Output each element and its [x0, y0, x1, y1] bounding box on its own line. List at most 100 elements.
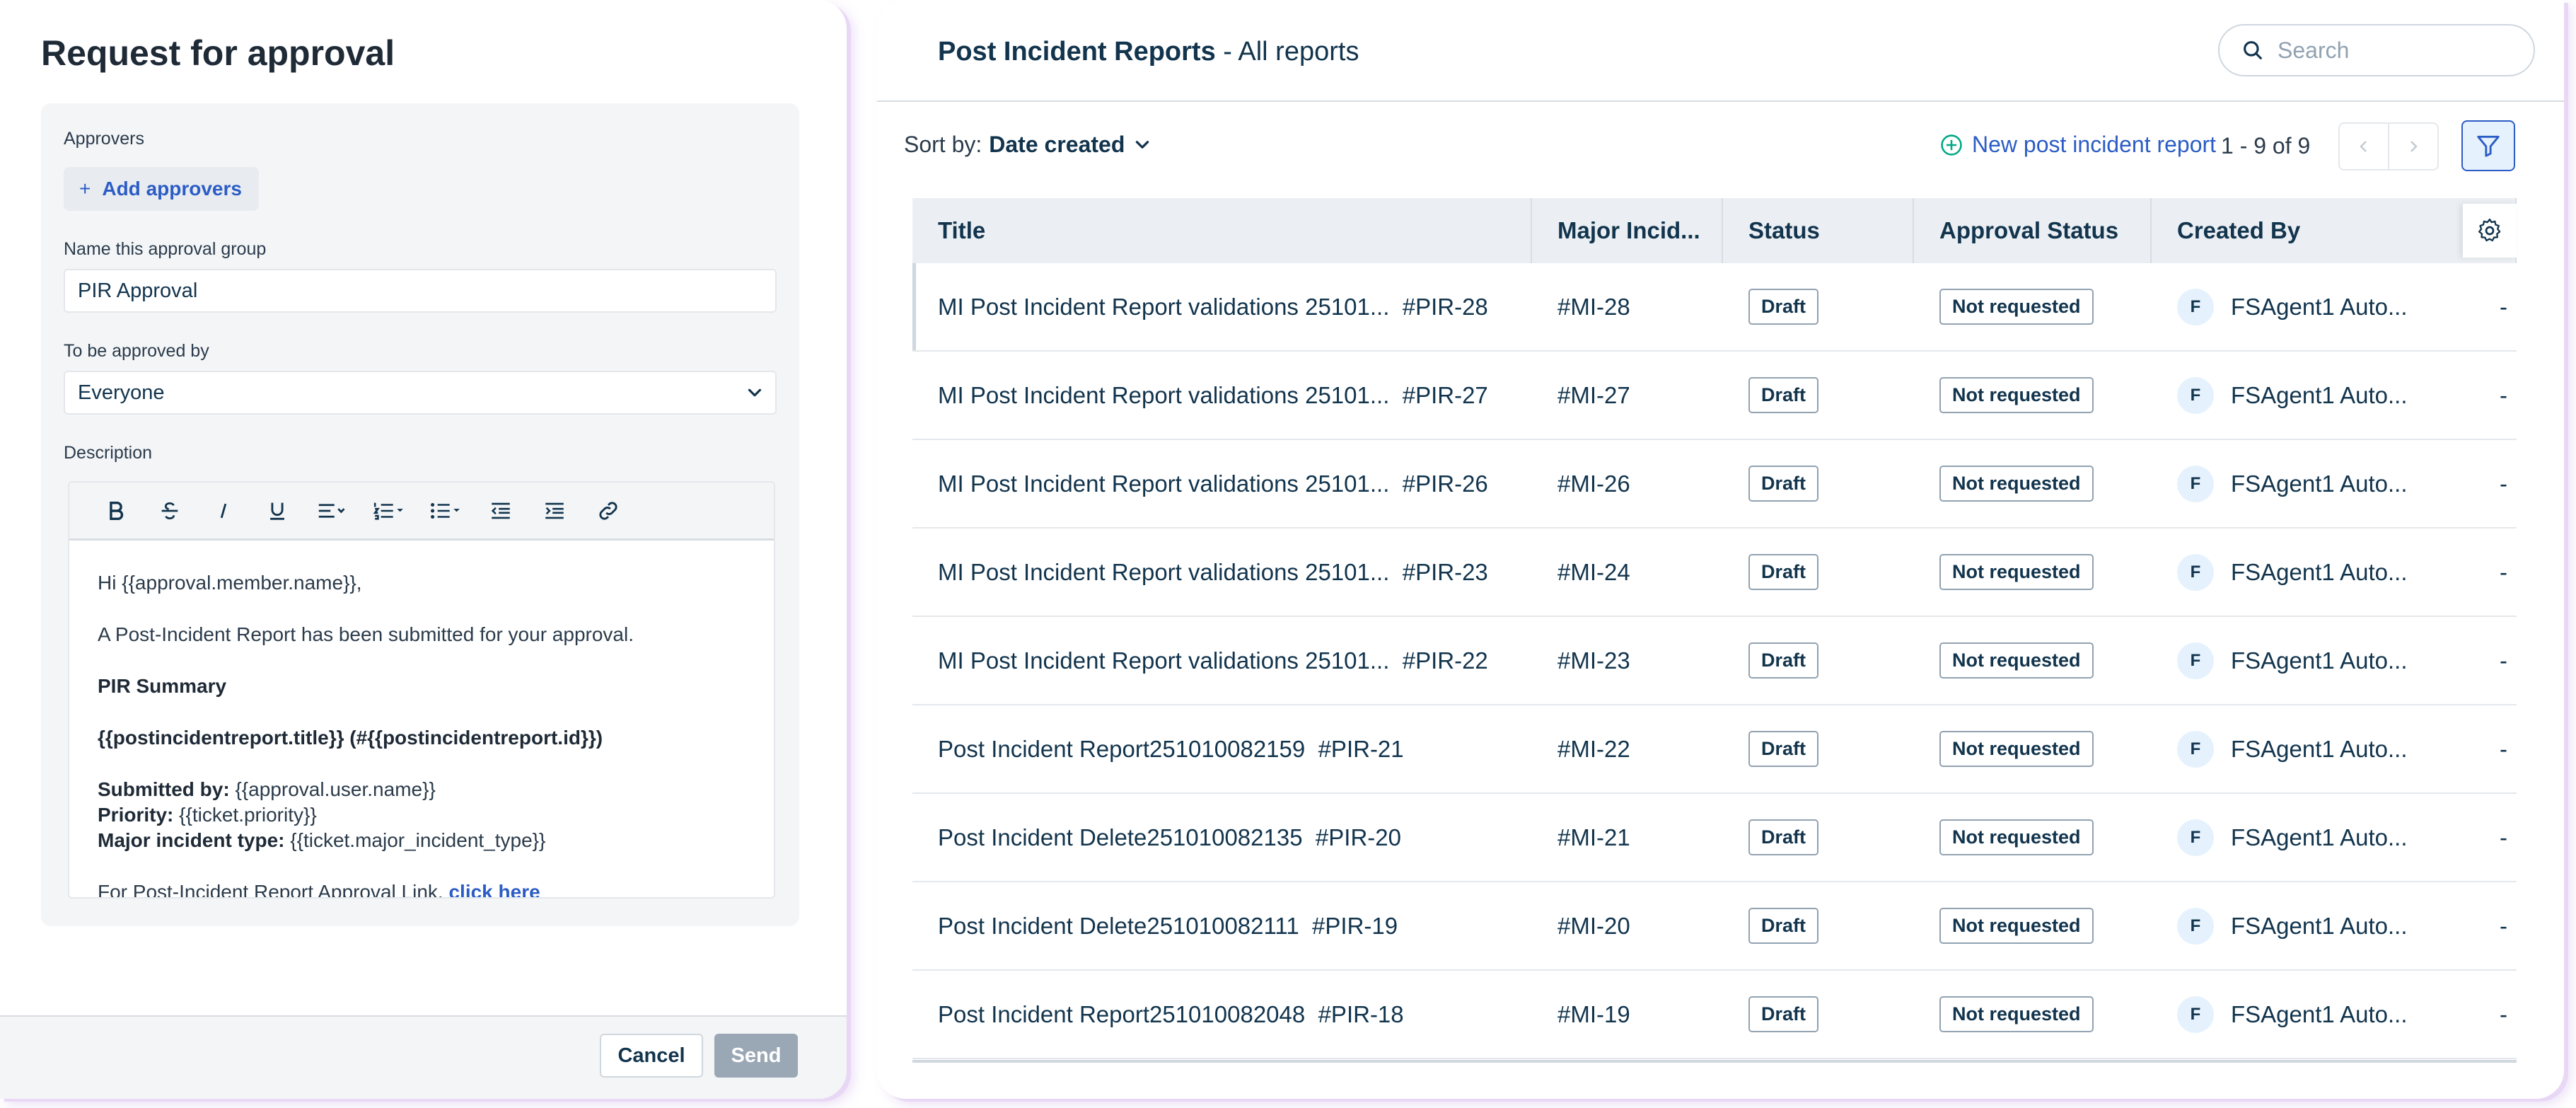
avatar: F	[2177, 553, 2214, 591]
strikethrough-icon	[161, 502, 178, 519]
major-incident-id: #MI-26	[1557, 470, 1630, 497]
underline-button[interactable]	[250, 490, 304, 532]
table-row[interactable]: MI Post Incident Report validations 2510…	[912, 352, 2517, 440]
chevron-right-icon	[2410, 141, 2418, 152]
column-header-major-incident[interactable]: Major Incid...	[1532, 198, 1723, 263]
extra-value: -	[2500, 735, 2507, 762]
summary-title: {{postincidentreport.title}} (#{{postinc…	[98, 727, 603, 749]
next-page-button[interactable]	[2389, 124, 2437, 169]
created-by-cell: F FSAgent1 Auto...	[2152, 617, 2484, 704]
mi-type-label: Major incident type:	[98, 829, 285, 851]
link-icon	[599, 501, 617, 520]
page-title-main: Post Incident Reports	[938, 37, 1216, 67]
pagination	[2338, 122, 2439, 171]
gear-icon	[2478, 219, 2501, 242]
greeting-text: Hi {{approval.member.name}},	[98, 572, 362, 594]
table-row[interactable]: MI Post Incident Report validations 2510…	[912, 617, 2517, 705]
approval-status-cell: Not requested	[1914, 971, 2152, 1058]
report-id: #PIR-28	[1402, 293, 1488, 320]
footer-divider	[0, 1015, 847, 1017]
approval-status-cell: Not requested	[1914, 440, 2152, 527]
approval-status-badge: Not requested	[1939, 289, 2094, 325]
report-title: MI Post Incident Report validations 2510…	[938, 381, 1390, 408]
strikethrough-button[interactable]	[143, 490, 197, 532]
italic-button[interactable]	[197, 490, 250, 532]
bullet-list-icon	[431, 502, 460, 519]
approval-status-cell: Not requested	[1914, 352, 2152, 439]
status-cell: Draft	[1723, 794, 1914, 881]
created-by-cell: F FSAgent1 Auto...	[2152, 882, 2484, 969]
title-cell[interactable]: MI Post Incident Report validations 2510…	[912, 529, 1532, 616]
bold-button[interactable]	[89, 490, 143, 532]
column-settings-button[interactable]	[2463, 204, 2517, 258]
link-prefix-text: For Post-Incident Report Approval Link,	[98, 881, 443, 899]
filter-button[interactable]	[2461, 120, 2515, 171]
approval-link[interactable]: click here	[448, 881, 540, 899]
table-row[interactable]: Post Incident Delete251010082111 #PIR-19…	[912, 882, 2517, 971]
sort-dropdown[interactable]: Sort by: Date created	[904, 132, 1151, 158]
title-cell[interactable]: Post Incident Delete251010082111 #PIR-19	[912, 882, 1532, 969]
column-header-title[interactable]: Title	[912, 198, 1532, 263]
new-report-button[interactable]: New post incident report	[1939, 132, 2216, 158]
status-cell: Draft	[1723, 617, 1914, 704]
table-row[interactable]: MI Post Incident Report validations 2510…	[912, 263, 2517, 352]
title-cell[interactable]: MI Post Incident Report validations 2510…	[912, 440, 1532, 527]
created-by-name: FSAgent1 Auto...	[2231, 381, 2408, 408]
table-row[interactable]: Post Incident Report251010082159 #PIR-21…	[912, 705, 2517, 794]
align-left-icon	[318, 503, 345, 518]
approval-status-cell: Not requested	[1914, 617, 2152, 704]
title-cell[interactable]: MI Post Incident Report validations 2510…	[912, 617, 1532, 704]
bullet-list-button[interactable]	[417, 490, 474, 532]
prev-page-button[interactable]	[2340, 124, 2389, 169]
major-incident-id: #MI-24	[1557, 558, 1630, 585]
report-title: MI Post Incident Report validations 2510…	[938, 470, 1390, 497]
search-input[interactable]: Search	[2218, 24, 2535, 76]
created-by-cell: F FSAgent1 Auto...	[2152, 440, 2484, 527]
title-cell[interactable]: Post Incident Report251010082048 #PIR-18	[912, 971, 1532, 1058]
major-incident-id: #MI-23	[1557, 647, 1630, 674]
align-dropdown-button[interactable]	[304, 490, 361, 532]
link-button[interactable]	[581, 490, 635, 532]
indent-button[interactable]	[528, 490, 581, 532]
outdent-button[interactable]	[474, 490, 528, 532]
table-row[interactable]: MI Post Incident Report validations 2510…	[912, 440, 2517, 529]
major-incident-id: #MI-27	[1557, 381, 1630, 408]
created-by-name: FSAgent1 Auto...	[2231, 912, 2408, 939]
avatar: F	[2177, 288, 2214, 325]
column-header-approval-status[interactable]: Approval Status	[1914, 198, 2152, 263]
column-header-status[interactable]: Status	[1723, 198, 1914, 263]
mi-type-value: {{ticket.major_incident_type}}	[290, 829, 546, 851]
group-name-field[interactable]: PIR Approval	[64, 269, 777, 313]
priority-value: {{ticket.priority}}	[179, 804, 317, 826]
column-header-created-by[interactable]: Created By	[2152, 198, 2517, 263]
approved-by-select[interactable]: Everyone	[64, 371, 777, 415]
status-badge: Draft	[1748, 996, 1819, 1032]
extra-value: -	[2500, 824, 2507, 850]
title-cell[interactable]: MI Post Incident Report validations 2510…	[912, 263, 1532, 350]
table-row[interactable]: MI Post Incident Report validations 2510…	[912, 529, 2517, 617]
extra-cell: -	[2484, 440, 2517, 527]
plus-icon: +	[79, 178, 91, 200]
cancel-button[interactable]: Cancel	[600, 1034, 703, 1078]
status-cell: Draft	[1723, 529, 1914, 616]
extra-cell: -	[2484, 794, 2517, 881]
search-icon	[2244, 41, 2262, 59]
created-by-name: FSAgent1 Auto...	[2231, 824, 2408, 850]
chevron-down-icon	[1136, 140, 1149, 149]
add-approvers-button[interactable]: + Add approvers	[64, 167, 259, 211]
status-badge: Draft	[1748, 554, 1819, 590]
title-cell[interactable]: MI Post Incident Report validations 2510…	[912, 352, 1532, 439]
approval-status-badge: Not requested	[1939, 377, 2094, 413]
title-cell[interactable]: Post Incident Delete251010082135 #PIR-20	[912, 794, 1532, 881]
avatar: F	[2177, 465, 2214, 502]
title-cell[interactable]: Post Incident Report251010082159 #PIR-21	[912, 705, 1532, 792]
table-row[interactable]: Post Incident Report251010082048 #PIR-18…	[912, 971, 2517, 1059]
avatar: F	[2177, 730, 2214, 768]
send-button[interactable]: Send	[714, 1034, 798, 1078]
status-badge: Draft	[1748, 377, 1819, 413]
table-row[interactable]: Post Incident Delete251010082135 #PIR-20…	[912, 794, 2517, 882]
ordered-list-button[interactable]	[361, 490, 417, 532]
extra-value: -	[2500, 470, 2507, 497]
major-incident-cell: #MI-19	[1532, 971, 1723, 1058]
description-editor[interactable]: Hi {{approval.member.name}}, A Post-Inci…	[68, 481, 775, 899]
